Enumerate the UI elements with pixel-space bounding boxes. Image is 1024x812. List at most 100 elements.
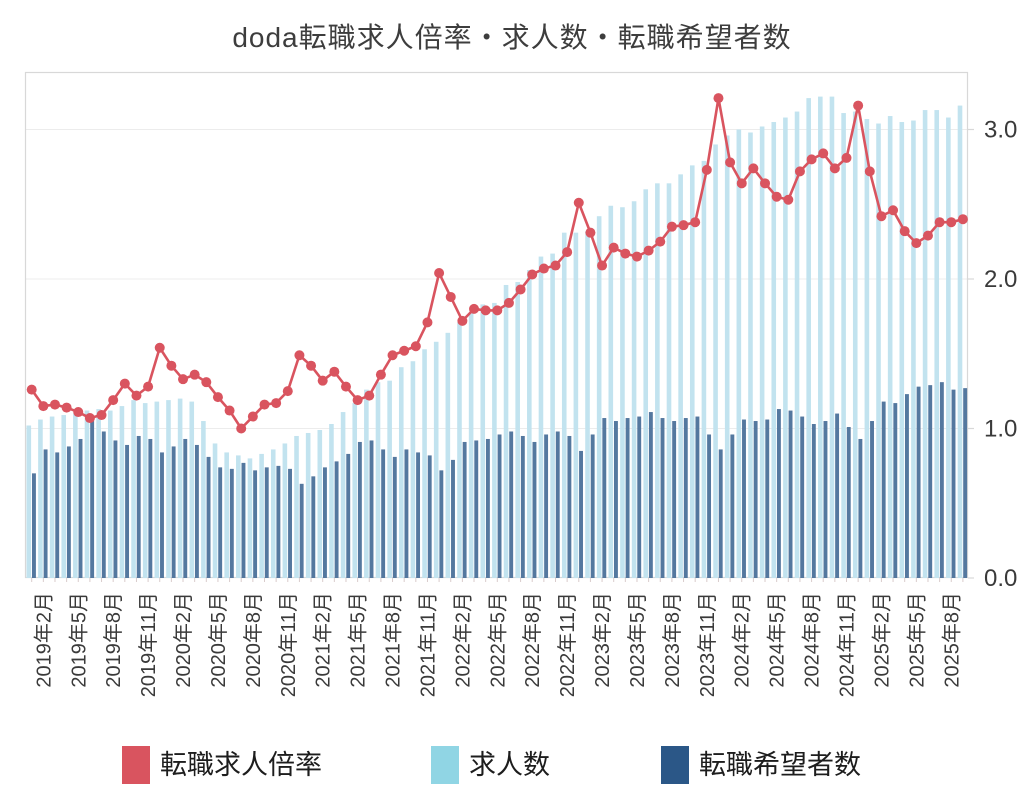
ratio-point — [282, 386, 293, 397]
bar-jobs — [527, 270, 532, 578]
bar-seekers — [194, 444, 199, 578]
ratio-point — [236, 423, 247, 434]
ratio-point — [364, 390, 375, 401]
bar-jobs — [759, 126, 765, 578]
x-tick-label: 2022年2月 — [451, 592, 474, 688]
bar-seekers — [742, 419, 746, 578]
legend-swatch-seekers-icon — [661, 746, 689, 784]
ratio-point — [655, 236, 666, 247]
x-tick-label: 2024年11月 — [836, 592, 859, 697]
bar-seekers — [55, 452, 60, 578]
bar-seekers — [905, 394, 909, 578]
ratio-point — [375, 369, 386, 380]
bar-seekers — [928, 385, 933, 578]
bar-jobs — [934, 110, 940, 578]
bar-seekers — [148, 438, 153, 578]
bar-jobs — [422, 349, 427, 578]
bar-seekers — [43, 449, 48, 578]
bar-jobs — [84, 410, 90, 578]
bar-seekers — [683, 418, 688, 578]
bar-jobs — [876, 123, 881, 579]
bar-jobs — [678, 174, 683, 578]
bar-seekers — [811, 424, 816, 578]
bar-jobs — [468, 313, 474, 578]
bar-seekers — [765, 419, 770, 578]
bar-seekers — [590, 434, 595, 578]
x-tick-label: 2021年8月 — [382, 592, 405, 688]
ratio-point — [143, 381, 154, 392]
bar-jobs — [841, 113, 846, 579]
bar-jobs — [259, 453, 264, 578]
ratio-point — [690, 217, 701, 228]
ratio-point — [340, 381, 351, 392]
x-tick-label: 2024年2月 — [731, 592, 754, 688]
bar-jobs — [748, 132, 753, 579]
ratio-point — [38, 401, 49, 412]
x-tick-label: 2019年11月 — [137, 592, 160, 697]
y-tick-label: 0.0 — [984, 565, 1017, 592]
bar-seekers — [474, 440, 479, 578]
bar-seekers — [311, 476, 316, 578]
bar-seekers — [788, 410, 793, 578]
bar-jobs — [107, 410, 113, 578]
x-tick-label: 2022年8月 — [521, 592, 544, 688]
bar-seekers — [485, 438, 490, 578]
ratio-point — [154, 342, 165, 353]
bar-jobs — [806, 98, 811, 578]
bar-seekers — [963, 388, 968, 578]
ratio-point — [597, 260, 608, 271]
bar-jobs — [294, 435, 299, 578]
ratio-point — [643, 245, 654, 256]
ratio-point — [736, 178, 747, 189]
bar-jobs — [596, 216, 602, 578]
ratio-point — [503, 297, 514, 308]
ratio-point — [760, 178, 771, 189]
x-tick-label: 2019年2月 — [32, 592, 55, 688]
bar-seekers — [707, 434, 712, 578]
bar-seekers — [718, 449, 723, 578]
bar-jobs — [61, 415, 67, 578]
bar-seekers — [78, 438, 83, 578]
ratio-point — [864, 166, 875, 177]
ratio-point — [620, 248, 631, 259]
bar-seekers — [357, 441, 362, 578]
bar-seekers — [579, 450, 583, 578]
bar-seekers — [183, 438, 188, 578]
ratio-point — [108, 395, 119, 406]
bar-seekers — [439, 470, 444, 578]
bar-jobs — [387, 380, 392, 578]
x-tick-label: 2021年2月 — [312, 592, 335, 688]
ratio-point — [934, 217, 945, 228]
bar-jobs — [689, 165, 695, 578]
ratio-point — [957, 214, 968, 225]
x-tick-label: 2022年5月 — [486, 592, 509, 688]
ratio-point — [527, 269, 538, 280]
legend-label-jobs: 求人数 — [469, 750, 550, 780]
ratio-point — [212, 392, 223, 403]
bar-jobs — [620, 207, 625, 579]
bar-seekers — [229, 468, 234, 578]
ratio-point — [96, 410, 107, 421]
bar-jobs — [398, 367, 404, 578]
ratio-point — [329, 366, 340, 377]
bar-seekers — [136, 435, 141, 578]
chart-title: doda転職求人倍率・求人数・転職希望者数 — [232, 22, 792, 53]
ratio-point — [166, 360, 177, 371]
ratio-point — [573, 197, 584, 208]
ratio-point — [259, 399, 270, 410]
bar-seekers — [113, 440, 118, 578]
bar-seekers — [730, 434, 735, 578]
bar-seekers — [660, 418, 665, 578]
bar-jobs — [270, 449, 276, 578]
ratio-point — [271, 398, 282, 409]
bar-jobs — [643, 189, 649, 579]
bar-seekers — [881, 401, 886, 578]
bar-jobs — [166, 400, 171, 578]
bar-seekers — [206, 456, 211, 578]
legend-item-jobs: 求人数 — [431, 742, 550, 788]
bar-jobs — [655, 183, 660, 578]
ratio-point — [899, 226, 910, 237]
bar-jobs — [189, 401, 195, 578]
bar-seekers — [171, 446, 176, 578]
ratio-point — [387, 350, 398, 361]
